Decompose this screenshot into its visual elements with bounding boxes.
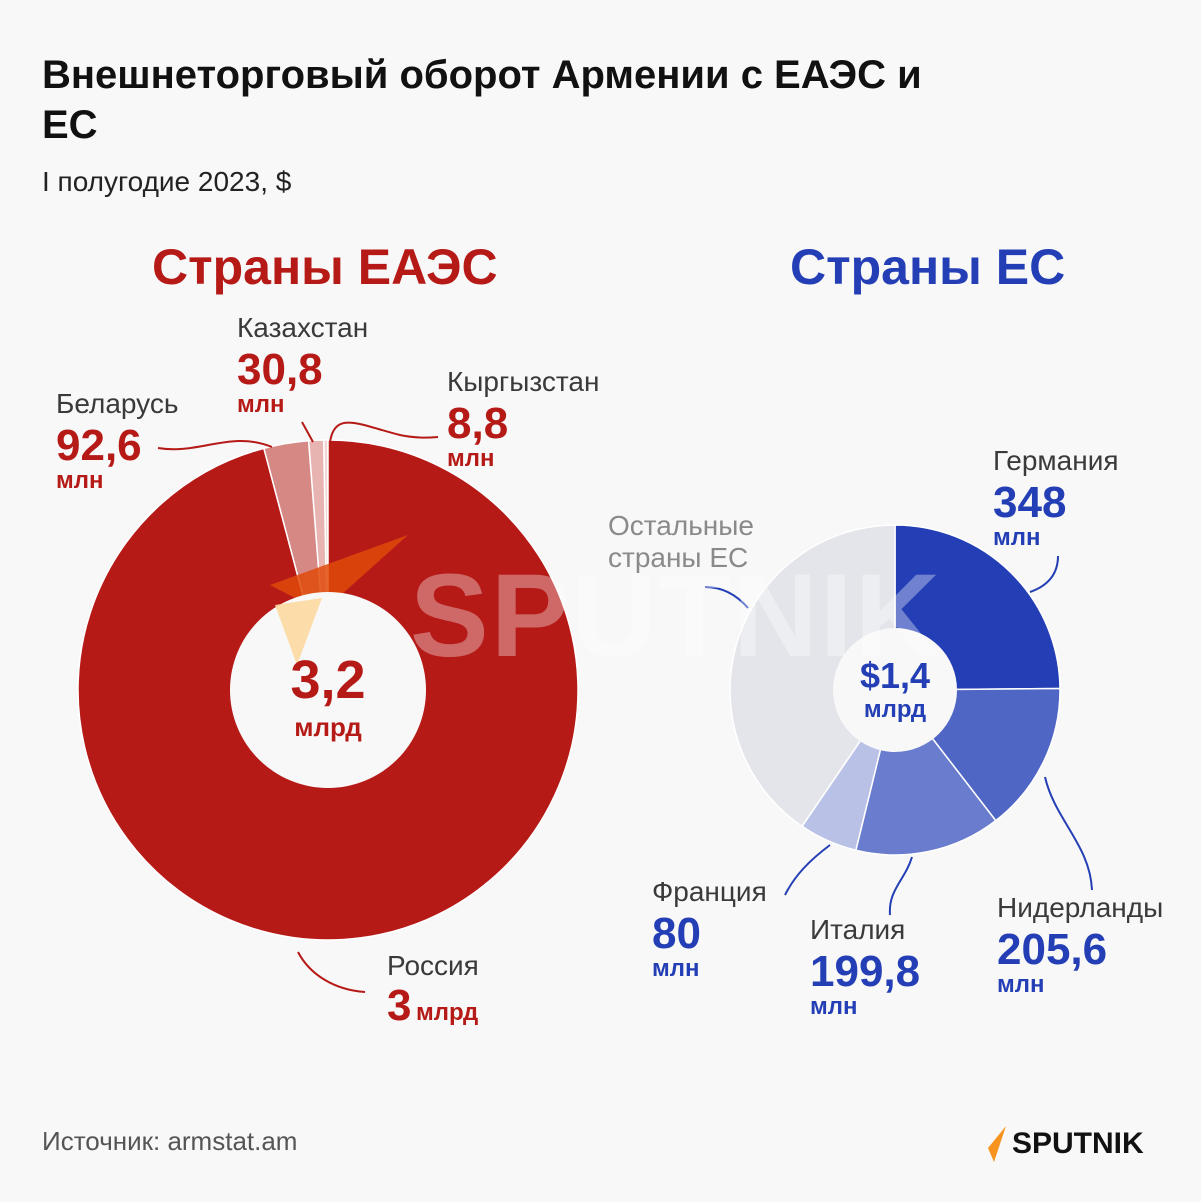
chart-subtitle: I полугодие 2023, $: [42, 166, 292, 197]
label-kazakhstan-value: 30,8: [237, 345, 323, 394]
label-kyrgyzstan-unit: млн: [447, 445, 495, 472]
eu-total-value: $1,4: [859, 655, 931, 696]
label-russia-value: 3: [387, 981, 412, 1030]
label-netherlands-value: 205,6: [997, 925, 1108, 974]
label-belarus-name: Беларусь: [56, 388, 179, 419]
label-belarus-unit: млн: [56, 467, 104, 494]
watermark-logo-shape: [270, 535, 408, 612]
label-germany-unit: млн: [993, 524, 1041, 551]
label-france-unit: млн: [652, 955, 700, 982]
label-italy-value: 199,8: [810, 947, 921, 996]
label-germany-value: 348: [993, 478, 1067, 527]
leader-line-france: [784, 844, 831, 896]
leader-line-russia: [297, 951, 366, 993]
label-kyrgyzstan-value: 8,8: [447, 399, 509, 448]
eaeu-leader-lines: [157, 421, 439, 993]
sputnik-logo-text: SPUTNIK: [1012, 1127, 1144, 1160]
section-title-eu: Страны ЕС: [790, 239, 1066, 295]
watermark-logo-shape-inner: [275, 598, 322, 665]
label-others-line2: страны ЕС: [608, 542, 749, 573]
source-note: Источник: armstat.am: [42, 1126, 298, 1156]
label-belarus: Беларусь 92,6 млн: [56, 388, 178, 494]
eu-leader-lines: [704, 555, 1093, 916]
label-russia: Россия 3 млрд: [387, 950, 479, 1028]
label-netherlands: Нидерланды 205,6 млн: [997, 892, 1163, 998]
donut-segment-4: [729, 524, 896, 828]
label-germany: Германия 348 млн: [993, 445, 1119, 551]
label-germany-name: Германия: [993, 445, 1119, 476]
label-russia-name: Россия: [387, 950, 479, 981]
label-belarus-value: 92,6: [56, 421, 142, 470]
eaeu-total-unit: млрд: [294, 712, 362, 742]
leader-line-others: [704, 586, 749, 609]
label-others: Остальные страны ЕС: [608, 510, 754, 574]
label-netherlands-name: Нидерланды: [997, 892, 1164, 923]
label-italy-unit: млн: [810, 993, 858, 1020]
leader-line-kyrgyzstan: [329, 421, 439, 443]
section-title-eaeu: Страны ЕАЭС: [152, 239, 498, 295]
label-italy-name: Италия: [810, 914, 906, 945]
sputnik-logo-icon: [988, 1126, 1006, 1162]
label-france-name: Франция: [652, 876, 767, 907]
label-russia-unit: млрд: [415, 999, 479, 1026]
eaeu-donut-hole: [230, 592, 426, 788]
label-france-value: 80: [652, 909, 701, 958]
eu-donut-chart: [729, 524, 1061, 856]
label-kyrgyzstan: Кыргызстан 8,8 млн: [447, 366, 599, 472]
label-france: Франция 80 млн: [652, 876, 767, 982]
watermark-text: SPUTNIK: [410, 550, 942, 682]
leader-line-belarus: [157, 439, 273, 451]
eu-total-unit: млрд: [863, 696, 927, 723]
eaeu-total-value: 3,2: [290, 650, 366, 710]
label-netherlands-unit: млн: [997, 971, 1045, 998]
leader-line-germany: [1029, 555, 1059, 593]
leader-line-italy: [888, 856, 913, 916]
label-italy: Италия 199,8 млн: [810, 914, 920, 1020]
sputnik-logo[interactable]: SPUTNIK: [986, 1126, 1144, 1162]
leader-line-kazakhstan: [301, 421, 314, 443]
label-kazakhstan: Казахстан 30,8 млн: [237, 312, 368, 418]
chart-title: Внешнеторговый оборот Армении с ЕАЭС и Е…: [42, 53, 922, 147]
label-kyrgyzstan-name: Кыргызстан: [447, 366, 600, 397]
eu-donut-hole: [833, 628, 957, 752]
label-others-line1: Остальные: [608, 510, 754, 541]
label-kazakhstan-unit: млн: [237, 391, 285, 418]
leader-line-netherlands: [1044, 776, 1093, 891]
label-kazakhstan-name: Казахстан: [237, 312, 369, 343]
